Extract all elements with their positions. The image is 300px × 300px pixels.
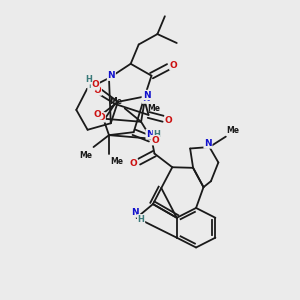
Text: O: O bbox=[92, 80, 99, 89]
Text: N: N bbox=[143, 91, 151, 100]
Text: Me: Me bbox=[110, 97, 122, 106]
Text: Me: Me bbox=[79, 151, 92, 160]
Text: N: N bbox=[107, 71, 115, 80]
Text: N: N bbox=[131, 208, 139, 217]
Text: N: N bbox=[146, 130, 154, 139]
Text: O: O bbox=[165, 116, 172, 125]
Text: O: O bbox=[98, 113, 105, 122]
Text: H: H bbox=[138, 215, 145, 224]
Text: Me: Me bbox=[110, 157, 124, 166]
Text: Me: Me bbox=[227, 126, 240, 135]
Text: O: O bbox=[152, 136, 159, 145]
Text: Me: Me bbox=[148, 104, 160, 113]
Text: N: N bbox=[204, 139, 212, 148]
Text: O: O bbox=[170, 61, 178, 70]
Text: H: H bbox=[153, 130, 160, 139]
Text: N: N bbox=[142, 94, 150, 103]
Text: O: O bbox=[130, 159, 137, 168]
Text: H: H bbox=[85, 75, 92, 84]
Text: O: O bbox=[94, 110, 101, 119]
Text: H: H bbox=[88, 81, 95, 90]
Text: O: O bbox=[94, 86, 101, 95]
